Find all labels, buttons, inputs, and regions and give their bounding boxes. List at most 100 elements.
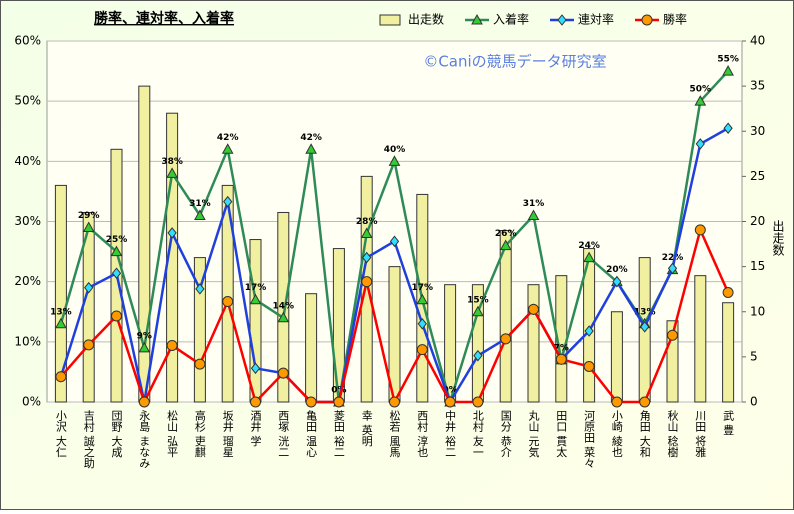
- data-label: 29%: [78, 211, 100, 221]
- y2-tick-label: 25: [750, 169, 765, 183]
- x-tick-label: 高杉 吏麒: [193, 409, 206, 458]
- marker: [417, 317, 427, 330]
- marker: [55, 317, 67, 329]
- data-label: 15%: [467, 295, 489, 305]
- x-tick-label: 松山 弘平: [166, 409, 179, 458]
- legend-label: 出走数: [408, 12, 444, 27]
- bar: [610, 311, 623, 403]
- marker: [305, 143, 317, 154]
- marker: [584, 325, 594, 337]
- marker: [583, 251, 595, 263]
- y2-tick-label: 5: [750, 349, 758, 363]
- y-tick-label: 10%: [14, 334, 41, 348]
- marker: [195, 283, 205, 295]
- data-label: 9%: [137, 331, 152, 341]
- x-tick-label: 西村 淳也: [416, 410, 429, 458]
- x-tick-label: 菱田 裕二: [332, 410, 345, 458]
- y-tick-label: 0%: [22, 395, 41, 409]
- marker: [277, 311, 290, 323]
- data-label: 42%: [300, 133, 322, 143]
- x-tick-label: 西塚 洸二: [277, 410, 290, 458]
- marker: [722, 65, 734, 76]
- bar: [277, 211, 290, 403]
- legend-swatch: [379, 14, 401, 26]
- bar: [527, 284, 540, 403]
- marker: [360, 227, 373, 239]
- bar: [360, 175, 373, 403]
- bar: [305, 293, 318, 403]
- data-label: 22%: [662, 253, 684, 263]
- bar: [193, 257, 206, 403]
- x-tick-label: 坂井 瑠星: [221, 410, 234, 458]
- marker: [500, 333, 512, 345]
- marker: [361, 276, 373, 288]
- bar: [249, 239, 262, 403]
- marker: [194, 358, 206, 370]
- x-tick-label: 小崎 綾也: [610, 410, 623, 458]
- legend-label: 入着率: [493, 12, 529, 27]
- x-tick-label: 吉村 誠之助: [82, 410, 95, 469]
- marker: [555, 353, 567, 365]
- x-tick-label: 田口 貫太: [555, 410, 568, 458]
- bar: [722, 302, 735, 403]
- x-tick-label: 丸山 元気: [527, 410, 540, 458]
- data-label: 0%: [331, 386, 346, 396]
- y-tick-label: 50%: [14, 94, 41, 108]
- marker: [388, 155, 401, 166]
- data-label: 20%: [606, 265, 628, 275]
- x-tick-label: 酒井 学: [249, 410, 262, 447]
- marker: [528, 303, 539, 315]
- bar: [694, 275, 707, 403]
- data-label: 38%: [161, 157, 183, 167]
- marker: [250, 362, 261, 375]
- chart-title: 勝率、連対率、入着率: [94, 10, 234, 27]
- bar: [499, 230, 512, 403]
- marker: [249, 293, 262, 305]
- y2-tick-label: 10: [750, 304, 765, 318]
- marker: [82, 221, 95, 233]
- marker: [111, 310, 122, 322]
- x-tick-label: 川田 将雅: [694, 410, 707, 458]
- marker: [667, 329, 678, 341]
- data-label: 7%: [554, 343, 569, 353]
- data-label: 31%: [189, 199, 211, 209]
- x-tick-label: 秋山 稔樹: [666, 409, 679, 458]
- data-label: 24%: [578, 241, 600, 251]
- marker: [694, 224, 706, 236]
- data-label: 50%: [690, 85, 712, 95]
- x-tick-label: 中井 裕二: [444, 410, 457, 458]
- marker: [472, 396, 484, 408]
- bar: [54, 184, 67, 403]
- x-tick-label: 小沢 大仁: [54, 410, 67, 458]
- legend-marker: [641, 14, 653, 26]
- x-tick-label: 北村 友一: [471, 410, 484, 458]
- legend-label: 連対率: [578, 12, 614, 27]
- y2-tick-label: 15: [750, 259, 765, 273]
- y2-tick-label: 40: [750, 34, 765, 48]
- data-label: 17%: [245, 283, 267, 293]
- marker: [167, 227, 177, 239]
- marker: [223, 195, 233, 208]
- marker: [166, 339, 178, 351]
- marker: [639, 396, 651, 408]
- marker: [416, 344, 428, 356]
- y-tick-label: 20%: [14, 274, 41, 288]
- x-tick-label: 国分 恭介: [499, 410, 512, 458]
- y2-tick-label: 35: [750, 79, 765, 93]
- y2-tick-label: 0: [750, 395, 758, 409]
- data-label: 0%: [442, 386, 457, 396]
- marker: [473, 349, 483, 362]
- marker: [166, 167, 178, 178]
- marker: [138, 396, 150, 408]
- data-label: 26%: [495, 229, 517, 239]
- data-label: 55%: [717, 55, 739, 65]
- x-tick-label: 武 豊: [722, 410, 735, 436]
- marker: [694, 95, 707, 106]
- x-tick-label: 亀田 温心: [305, 409, 318, 458]
- marker: [84, 281, 94, 294]
- data-label: 13%: [50, 307, 72, 317]
- data-label: 25%: [106, 235, 128, 245]
- data-label: 42%: [217, 133, 239, 143]
- marker: [362, 251, 372, 264]
